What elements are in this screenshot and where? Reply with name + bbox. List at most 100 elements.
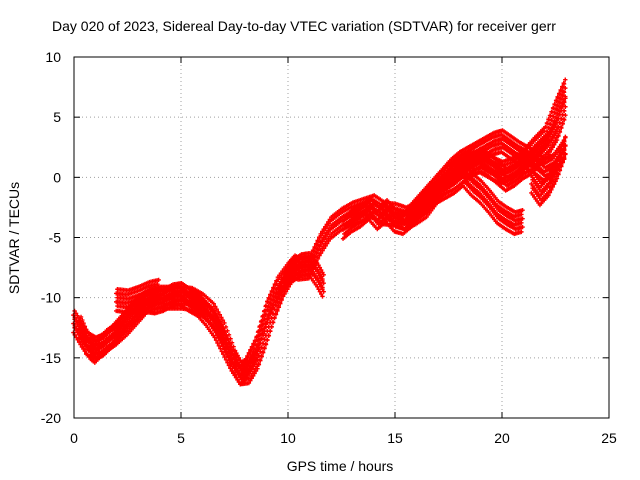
data-point	[217, 321, 223, 327]
data-point	[232, 364, 237, 369]
data-point	[269, 289, 275, 294]
data-point	[316, 278, 321, 283]
data-point	[233, 375, 239, 380]
data-point	[156, 294, 161, 300]
data-point	[317, 235, 322, 241]
data-point	[258, 358, 263, 363]
data-point	[226, 363, 232, 368]
data-point	[561, 90, 567, 95]
data-point	[266, 304, 272, 310]
data-point	[280, 276, 286, 282]
data-point	[72, 323, 78, 329]
data-point	[246, 380, 252, 386]
data-points	[71, 77, 568, 387]
data-point	[232, 349, 237, 354]
data-point	[74, 335, 79, 340]
data-point	[317, 265, 323, 270]
data-point	[321, 237, 327, 242]
data-point	[229, 368, 234, 374]
data-point	[263, 342, 269, 347]
data-point	[256, 329, 261, 334]
data-point	[280, 294, 286, 299]
data-point	[72, 308, 77, 314]
data-point	[557, 92, 562, 97]
data-point	[326, 229, 331, 235]
data-point	[72, 315, 78, 320]
data-point	[246, 351, 252, 357]
data-point	[252, 371, 257, 376]
data-point	[256, 362, 262, 367]
data-point	[229, 359, 234, 365]
data-point	[519, 229, 524, 235]
grid	[74, 57, 609, 418]
data-point	[554, 107, 559, 112]
data-point	[259, 327, 264, 332]
data-point	[272, 282, 278, 288]
data-point	[561, 81, 567, 87]
data-point	[318, 250, 324, 256]
data-point	[73, 311, 79, 316]
data-point	[235, 377, 240, 383]
data-point	[323, 226, 328, 231]
data-point	[265, 337, 270, 343]
data-point	[215, 316, 220, 321]
data-point	[552, 110, 558, 116]
data-point	[221, 342, 226, 348]
data-point	[225, 351, 230, 356]
data-point	[216, 326, 222, 331]
data-point	[520, 224, 525, 230]
data-point	[236, 356, 241, 361]
data-point	[282, 274, 287, 279]
data-point	[552, 102, 558, 107]
data-point	[315, 256, 321, 262]
data-point	[78, 339, 84, 344]
data-point	[288, 264, 293, 270]
data-point	[219, 315, 224, 320]
data-point	[320, 276, 325, 282]
data-point	[230, 347, 236, 352]
data-point	[226, 354, 232, 359]
data-point	[320, 270, 325, 275]
data-point	[81, 320, 86, 326]
data-point	[321, 246, 327, 251]
data-point	[257, 323, 263, 329]
data-point	[563, 77, 568, 82]
data-point	[218, 328, 223, 334]
data-point	[320, 294, 325, 299]
data-point	[233, 351, 239, 357]
data-point	[260, 350, 266, 355]
data-point	[77, 336, 83, 341]
data-point	[263, 311, 269, 317]
data-point	[263, 303, 269, 308]
data-point	[250, 373, 256, 379]
data-point	[262, 346, 267, 351]
data-point	[254, 334, 260, 339]
data-point	[560, 93, 565, 98]
data-point	[259, 318, 264, 324]
data-point	[215, 331, 220, 337]
data-point	[221, 334, 226, 339]
data-point	[272, 315, 277, 321]
data-point	[560, 85, 565, 90]
data-point	[314, 250, 319, 256]
data-point	[323, 234, 328, 240]
data-point	[81, 328, 86, 333]
data-point	[230, 353, 236, 359]
data-point	[317, 289, 323, 294]
data-point	[80, 317, 85, 323]
data-point	[248, 378, 253, 383]
data-point	[222, 345, 227, 351]
data-point	[315, 275, 320, 281]
data-point	[520, 216, 525, 221]
data-point	[227, 341, 233, 346]
data-point	[81, 336, 86, 342]
data-point	[246, 371, 252, 377]
data-point	[212, 326, 217, 331]
data-point	[81, 345, 86, 351]
data-point	[71, 312, 76, 318]
data-point	[220, 317, 226, 323]
data-point	[222, 337, 227, 342]
data-point	[82, 348, 88, 354]
series-branch-e	[460, 96, 568, 193]
